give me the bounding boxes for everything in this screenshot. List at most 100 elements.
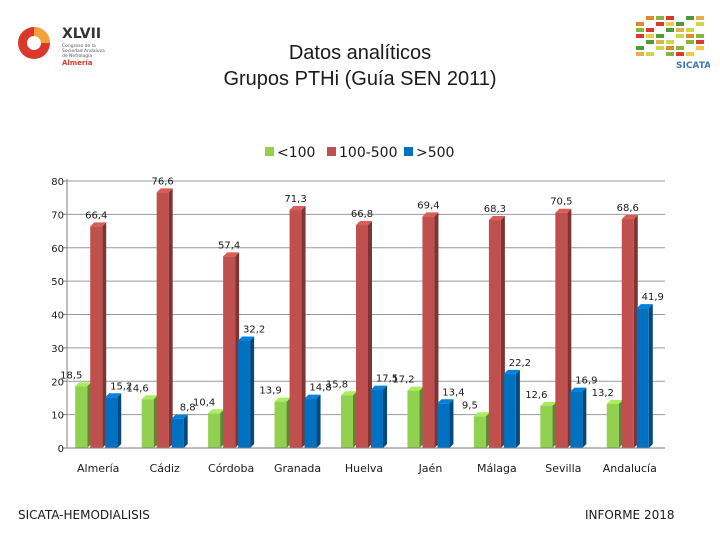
- bar: [223, 256, 236, 448]
- bar: [238, 340, 251, 448]
- mosaic-tile: [676, 52, 684, 56]
- mosaic-tile: [646, 52, 654, 56]
- mosaic-tile: [646, 16, 654, 20]
- mosaic-tile: [636, 46, 644, 50]
- bar-top: [407, 386, 424, 391]
- x-tick-label: Sevilla: [545, 462, 581, 475]
- bar: [289, 210, 302, 448]
- congress-logo-mark: XLVII Congreso de la Sociedad Andaluza d…: [18, 26, 105, 67]
- bar: [503, 373, 516, 448]
- mosaic-tile: [686, 34, 694, 38]
- bar: [171, 418, 184, 448]
- bar: [407, 390, 420, 448]
- x-axis: Almería Cádiz Córdoba Granada Huelva Jaén Mála…: [67, 447, 665, 475]
- congress-logo: XLVII Congreso de la Sociedad Andaluza d…: [14, 18, 124, 78]
- mosaic-tile: [686, 16, 694, 20]
- mosaic-tile: [636, 22, 644, 26]
- bar-side: [316, 394, 321, 448]
- sicata-logo: SICATA: [628, 10, 711, 72]
- mosaic-tile: [656, 46, 664, 50]
- data-label: 69,4: [417, 200, 439, 211]
- data-label: 71,3: [284, 194, 306, 205]
- legend-label-3: >500: [416, 145, 454, 161]
- page-title: Datos analíticos Grupos PTHi (Guía SEN 2…: [0, 40, 720, 92]
- bar-top: [422, 212, 439, 217]
- mosaic-tile: [636, 52, 644, 56]
- data-label: 70,5: [550, 197, 572, 208]
- bar-top: [156, 188, 173, 193]
- data-label: 16,9: [575, 376, 597, 387]
- data-label: 76,6: [152, 176, 174, 187]
- bar-top: [341, 391, 357, 396]
- bar-side: [383, 385, 387, 448]
- bar-side: [515, 369, 520, 448]
- data-label: 14,6: [127, 383, 149, 394]
- bar-top: [488, 216, 505, 221]
- bar-side: [582, 387, 587, 448]
- data-label: 41,9: [642, 292, 664, 303]
- legend-swatch-3: [404, 147, 413, 156]
- x-tick-label: Andalucía: [603, 462, 657, 475]
- legend-swatch-1: [265, 147, 274, 156]
- x-tick-label: Málaga: [477, 462, 517, 475]
- footer-right-text: INFORME 2018: [585, 508, 675, 522]
- bar: [341, 395, 353, 448]
- y-tick-label: 60: [51, 244, 64, 255]
- y-tick-label: 70: [51, 210, 64, 221]
- bar-side: [183, 414, 188, 448]
- y-tick-label: 40: [51, 311, 64, 322]
- bar-top: [437, 399, 454, 404]
- data-label: 68,3: [484, 204, 506, 215]
- mosaic-tile: [666, 52, 674, 56]
- mosaic-tile: [676, 22, 684, 26]
- x-tick-label: Almería: [77, 462, 119, 475]
- sicata-logo-mosaic: SICATA: [636, 16, 711, 71]
- bar-side: [449, 399, 454, 448]
- data-label: 32,2: [243, 325, 265, 336]
- bar-top: [555, 208, 572, 213]
- bar: [540, 405, 553, 448]
- y-tick-label: 30: [51, 344, 64, 355]
- mosaic-tile: [676, 28, 684, 32]
- bar-top: [171, 414, 188, 419]
- bar: [570, 391, 583, 448]
- title-line-2: Grupos PTHi (Guía SEN 2011): [223, 68, 497, 90]
- chart-legend: <100 100-500 >500: [265, 145, 454, 161]
- data-label: 15,8: [326, 379, 348, 390]
- bar-side: [301, 206, 306, 448]
- congress-logo-city: Almería: [62, 59, 93, 67]
- bar-chart: <100 100-500 >500 0 10 20 30 40 50 60 70 80 18,5 66…: [51, 145, 665, 475]
- bar-top: [356, 221, 372, 226]
- mosaic-tile: [696, 40, 704, 44]
- bar-top: [105, 393, 122, 398]
- data-label: 57,4: [218, 240, 240, 251]
- y-axis: 0 10 20 30 40 50 60 70 80: [51, 177, 68, 455]
- mosaic-tile: [676, 46, 684, 50]
- legend-label-1: <100: [277, 145, 315, 161]
- mosaic-tile: [646, 40, 654, 44]
- mosaic-tile: [666, 16, 674, 20]
- bar-top: [238, 336, 255, 341]
- data-label: 14,8: [309, 383, 331, 394]
- bar: [371, 389, 383, 448]
- bar: [636, 308, 649, 448]
- data-label: 13,4: [442, 387, 464, 398]
- data-label: 17,5: [376, 374, 398, 385]
- bar-top: [274, 397, 291, 402]
- y-tick-label: 0: [58, 444, 64, 455]
- bar: [606, 403, 619, 448]
- data-label: 17,2: [392, 375, 414, 386]
- mosaic-tile: [696, 16, 704, 20]
- bar: [141, 399, 154, 448]
- data-label: 15,2: [110, 381, 132, 392]
- bar-side: [102, 222, 107, 448]
- bar: [356, 225, 368, 448]
- y-tick-label: 80: [51, 177, 64, 188]
- data-label: 66,4: [85, 210, 107, 221]
- mosaic-tile: [696, 22, 704, 26]
- congress-logo-line3: de Nefrología: [62, 52, 92, 59]
- mosaic-tile: [666, 46, 674, 50]
- bar-top: [540, 401, 557, 406]
- bar-top: [371, 385, 387, 390]
- bar-side: [168, 188, 173, 448]
